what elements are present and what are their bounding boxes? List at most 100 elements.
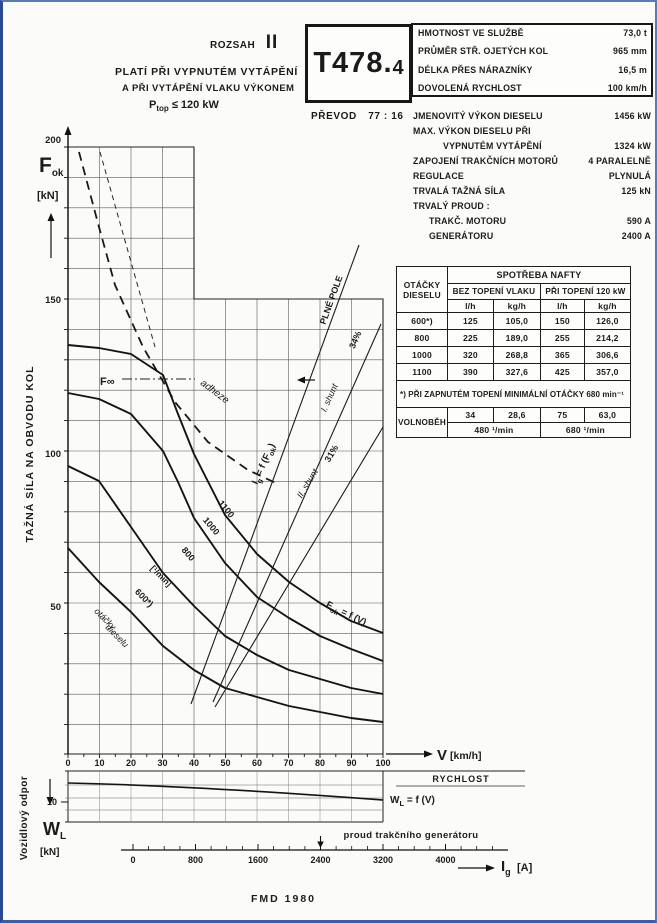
loco-class-suffix: 4 — [392, 57, 404, 79]
ig-tick: 4000 — [435, 855, 455, 865]
full-field-label: PLNÉ POLE — [318, 274, 345, 325]
line-shunt2 — [214, 426, 384, 708]
y-tick-200: 200 — [45, 135, 61, 146]
curve-1000-rpm — [67, 392, 384, 662]
cell: 125 — [447, 312, 494, 330]
cell: 600*) — [396, 312, 448, 330]
credit: FMD 1980 — [251, 893, 317, 905]
cell: 105,0 — [492, 312, 541, 330]
adhesion-label: adheze — [198, 378, 231, 407]
spec-label: TRAKČ. MOTORU — [429, 216, 507, 226]
cell: 28,6 — [492, 407, 541, 423]
x-tick: 100 — [375, 758, 390, 768]
spec-label: MAX. VÝKON DIESELU PŘI — [413, 126, 531, 136]
curve-wl — [67, 782, 384, 801]
shunt2-pct-label: 31% — [323, 443, 341, 464]
spec-label: TRVALÁ TAŽNÁ SÍLA — [413, 186, 506, 196]
loco-class-box: T478. 4 — [305, 24, 412, 103]
fuel-data-row: 600*) 125 105,0 150 126,0 — [396, 312, 632, 330]
ptop-sub: top — [156, 104, 169, 114]
idle-rpm-heating: 680 ¹/min — [539, 422, 632, 438]
rpm-800-label: 800 — [180, 545, 197, 563]
spec-value: 590 A — [626, 216, 651, 226]
x-tick: 70 — [283, 758, 293, 768]
x-tick: 0 — [65, 758, 70, 768]
fuel-consumption-table: OTÁČKY DIESELU SPOTŘEBA NAFTY BEZ TOPENÍ… — [396, 266, 632, 438]
spec-label: PRŮMĚR STŘ. OJETÝCH KOL — [418, 46, 549, 57]
spec-list-row: MAX. VÝKON DIESELU PŘI — [413, 124, 653, 139]
x-tick: 10 — [94, 758, 104, 768]
idle-label: VOLNOBĚH — [396, 407, 448, 438]
gear-ratio: PŘEVOD 77 : 16 — [311, 111, 404, 122]
ig-tick: 0 — [130, 855, 135, 865]
cell: 75 — [539, 407, 585, 423]
cell: 320 — [447, 346, 494, 364]
fuel-data-row: 800 225 189,0 255 214,2 — [396, 329, 632, 347]
spec-label: TRVALÝ PROUD : — [413, 201, 490, 211]
spec-list-row: TRAKČ. MOTORU 590 A — [413, 214, 653, 229]
cell: 1000 — [396, 346, 448, 364]
x-tick: 50 — [220, 758, 230, 768]
fuel-idle-rpm-row: 480 ¹/min 680 ¹/min — [397, 422, 632, 438]
x-tick: 80 — [315, 758, 325, 768]
v-axis-arrowhead — [424, 750, 433, 758]
y-tick-50: 50 — [50, 602, 61, 613]
spec-box: HMOTNOST VE SLUŽBĚ 73,0 t PRŮMĚR STŘ. OJE… — [411, 23, 653, 97]
read-left-arrowhead — [297, 376, 305, 384]
range-value: II — [265, 32, 279, 53]
fuel-group-heating: PŘI TOPENÍ 120 kW — [539, 283, 632, 300]
validity-line2: A PŘI VYTÁPĚNÍ VLAKU VÝKONEM — [122, 83, 295, 94]
ig-axis-arrowhead — [486, 864, 495, 872]
spec-list-row: REGULACE PLYNULÁ — [413, 169, 653, 184]
spec-value: 2400 A — [621, 231, 651, 241]
spec-box-row: PRŮMĚR STŘ. OJETÝCH KOL 965 mm — [418, 46, 647, 56]
y-axis-title: TAŽNÁ SÍLA NA OBVODU KOL — [23, 365, 36, 542]
curve-adhesion-dashed-thin — [99, 151, 156, 348]
wl-unit: [kN] — [40, 847, 59, 858]
fuel-data-row: 1000 320 268,8 365 306,6 — [396, 346, 632, 364]
unit-lh: l/h — [447, 299, 494, 313]
wl-box — [65, 771, 384, 823]
fok-axis-symbol: Fok — [39, 154, 64, 179]
spec-value: 100 km/h — [607, 82, 647, 93]
x-axis-ticks — [67, 754, 384, 758]
shunt2-label: II. shunt — [295, 467, 320, 500]
traction-chart-svg: 200 150 100 50 0 10 20 30 40 50 60 70 80… — [19, 126, 533, 877]
ig-2400-marker-head — [317, 841, 324, 848]
spec-box-row: DOVOLENÁ RYCHLOST 100 km/h — [418, 83, 647, 93]
unit-kgh: kg/h — [492, 299, 541, 313]
spec-label: ZAPOJENÍ TRAKČNÍCH MOTORŮ — [413, 156, 559, 166]
ig-tick: 1600 — [248, 855, 268, 865]
cell: 34 — [447, 407, 494, 423]
cell: 1100 — [396, 363, 448, 381]
ig-axis-unit: [A] — [517, 862, 533, 874]
x-tick: 30 — [157, 758, 167, 768]
ig-tick: 2400 — [310, 855, 330, 865]
rpm-unit-label: [¹/min] — [148, 563, 174, 589]
ig-function-label: Ig = f (Fok) — [250, 442, 280, 487]
curve-600-rpm — [67, 547, 384, 723]
shunt1-label: I. shunt — [319, 382, 340, 413]
y-tick-150: 150 — [45, 295, 61, 306]
wl-function-label: WL = f (V) — [390, 795, 435, 808]
ptop-symbol: P — [149, 99, 157, 111]
v-axis-symbol: V — [437, 747, 447, 764]
range-label: ROZSAH — [210, 40, 256, 51]
spec-list: JMENOVITÝ VÝKON DIESELU 1456 kW MAX. VÝKO… — [413, 109, 653, 244]
cell: 63,0 — [583, 407, 632, 423]
spec-list-row: TRVALÝ PROUD : — [413, 199, 653, 214]
loco-class: T478. — [313, 47, 393, 79]
fuel-col-rpm: OTÁČKY DIESELU — [396, 266, 448, 313]
y-axis-ticks — [64, 146, 68, 755]
spec-label: HMOTNOST VE SLUŽBĚ — [418, 28, 524, 38]
spec-value: 1456 kW — [614, 111, 651, 121]
spec-list-row: GENERÁTORU 2400 A — [413, 229, 653, 244]
spec-list-row: ZAPOJENÍ TRAKČNÍCH MOTORŮ 4 PARALELNĚ — [413, 154, 653, 169]
spec-box-row: DÉLKA PŘES NÁRAZNÍKY 16,5 m — [418, 65, 647, 75]
wl-vertical-gridlines — [99, 771, 352, 822]
wl-axis-title: Vozidlový odpor — [19, 776, 30, 861]
x-tick: 60 — [252, 758, 262, 768]
gear-label: PŘEVOD — [311, 111, 357, 122]
line-shunt1 — [212, 323, 382, 703]
